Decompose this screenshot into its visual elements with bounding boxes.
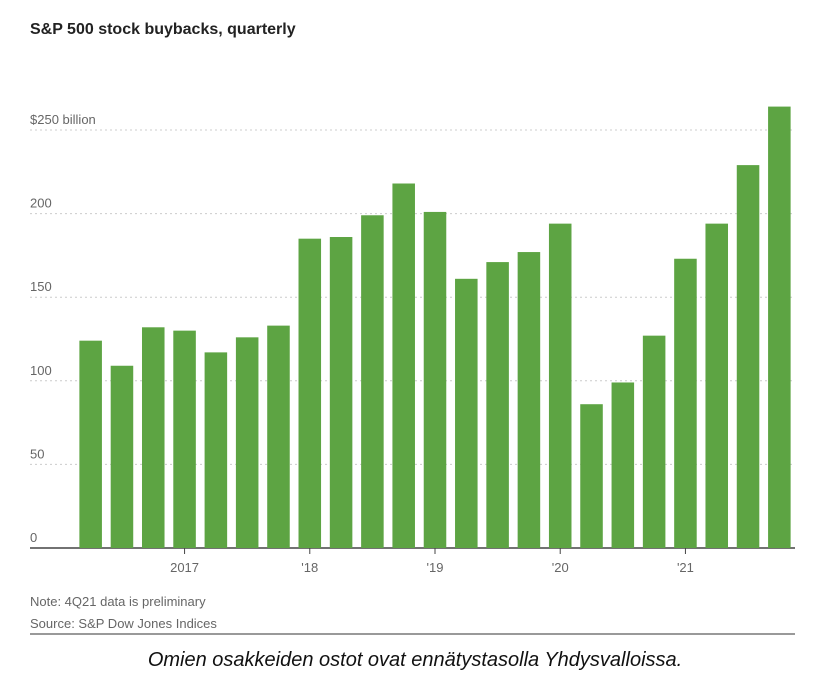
x-tick-label: '21 (677, 560, 694, 575)
bar (235, 337, 259, 548)
bar (642, 335, 666, 548)
bar (173, 330, 196, 548)
x-tick-label: 2017 (170, 560, 199, 575)
bar (705, 223, 729, 548)
bar (768, 106, 791, 548)
y-tick-label: 0 (30, 530, 37, 545)
x-tick-label: '20 (552, 560, 569, 575)
y-tick-label: 100 (30, 363, 52, 378)
bar (141, 327, 165, 548)
bar (611, 382, 635, 548)
bar (548, 223, 572, 548)
caption: Omien osakkeiden ostot ovat ennätystasol… (148, 649, 682, 671)
bar (423, 211, 447, 549)
bar (486, 262, 509, 548)
bar (392, 183, 415, 548)
source: Source: S&P Dow Jones Indices (30, 616, 217, 631)
bar (204, 352, 228, 548)
bar (736, 165, 760, 548)
bar (110, 365, 134, 548)
bar (674, 258, 697, 548)
y-tick-label: 150 (30, 279, 52, 294)
bar (580, 404, 603, 548)
bar (361, 215, 384, 548)
bar (298, 238, 322, 548)
bar (329, 237, 353, 548)
x-tick-label: '19 (427, 560, 444, 575)
x-tick-label: '18 (301, 560, 318, 575)
y-tick-label: 50 (30, 446, 44, 461)
bar (79, 340, 102, 548)
bar (455, 278, 478, 548)
bar (267, 325, 290, 548)
y-tick-label: $250 billion (30, 112, 96, 127)
chart-title: S&P 500 stock buybacks, quarterly (30, 21, 296, 38)
y-tick-label: 200 (30, 196, 52, 211)
bar (517, 252, 541, 548)
note: Note: 4Q21 data is preliminary (30, 594, 206, 609)
